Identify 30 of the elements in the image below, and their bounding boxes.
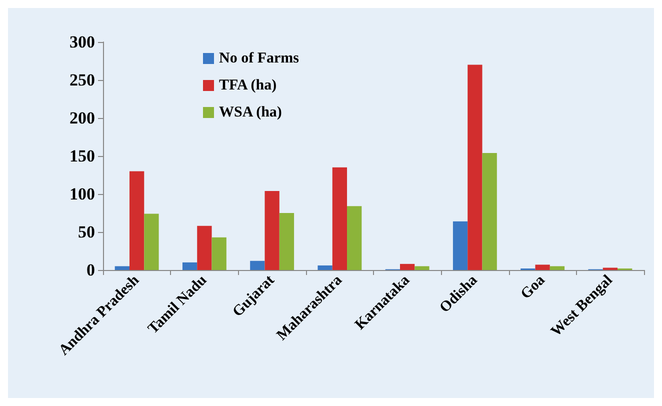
bar <box>347 206 362 270</box>
bar <box>482 152 497 270</box>
bar <box>250 260 265 270</box>
y-tick-label: 250 <box>70 70 95 90</box>
y-tick-label: 50 <box>78 222 95 242</box>
legend-label: TFA (ha) <box>219 78 277 94</box>
bar <box>114 266 130 270</box>
bar <box>550 266 565 270</box>
bar <box>400 264 415 270</box>
bar <box>468 64 482 270</box>
bar <box>414 266 430 270</box>
bar <box>264 190 280 270</box>
bar <box>197 226 212 270</box>
y-tick-label: 150 <box>70 146 95 166</box>
bar <box>182 262 198 270</box>
y-tick-label: 0 <box>86 260 95 280</box>
bar <box>535 264 550 270</box>
bar <box>212 237 226 270</box>
bar <box>332 167 348 270</box>
legend-label: No of Farms <box>219 50 300 66</box>
y-tick-label: 100 <box>70 184 95 204</box>
y-tick-label: 200 <box>70 108 95 128</box>
bar <box>452 221 468 270</box>
bar <box>279 213 294 270</box>
x-tick-label: Goa <box>518 272 549 302</box>
bar <box>318 265 332 270</box>
bar <box>144 214 159 270</box>
y-tick-label: 300 <box>70 32 95 52</box>
bar <box>129 171 144 270</box>
legend-label: WSA (ha) <box>219 104 282 120</box>
